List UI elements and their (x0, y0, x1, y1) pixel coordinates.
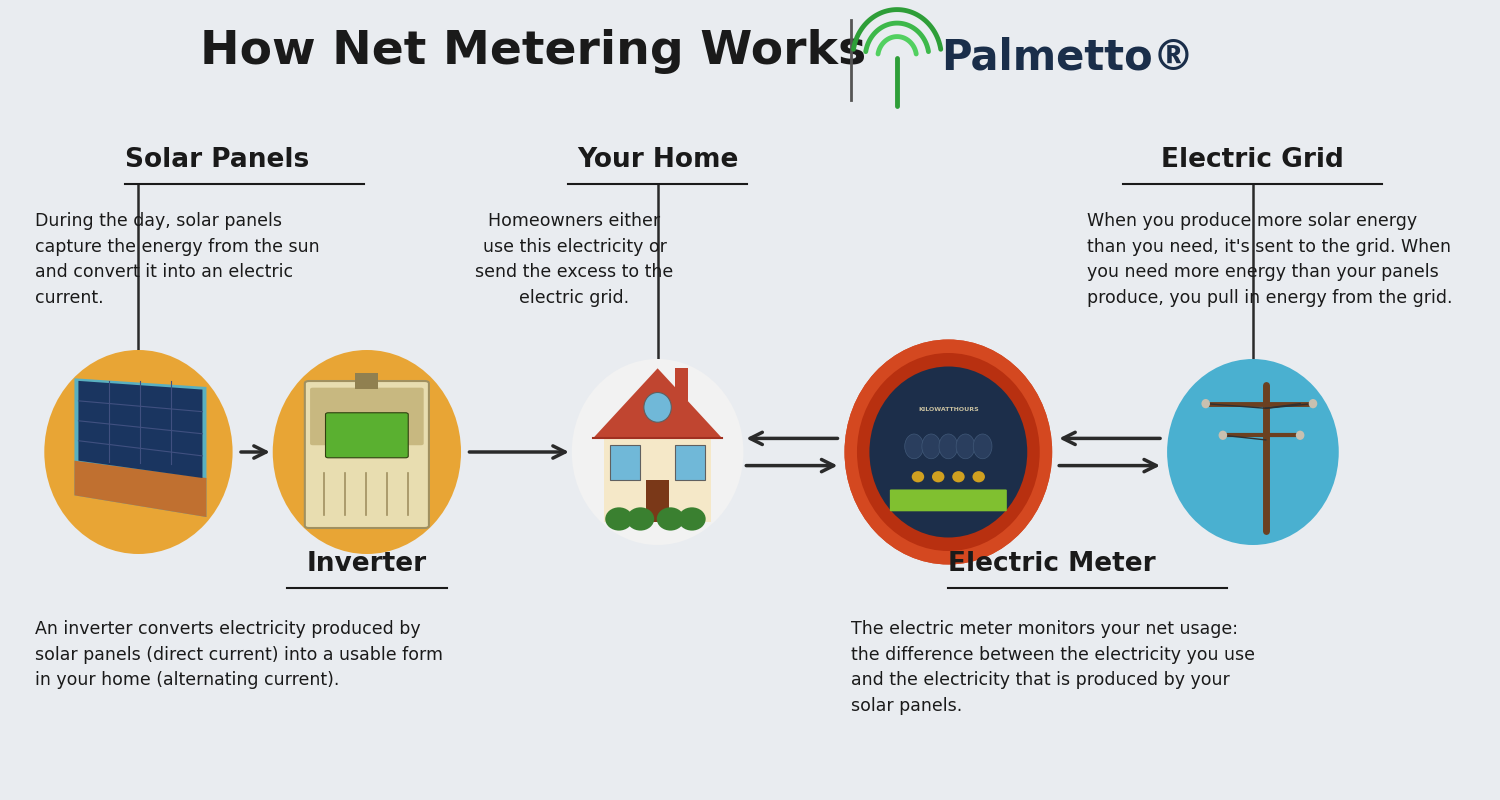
Ellipse shape (856, 353, 1040, 551)
Ellipse shape (273, 350, 460, 554)
Text: KILOWATTHOURS: KILOWATTHOURS (918, 406, 978, 412)
Ellipse shape (956, 434, 975, 458)
Text: Solar Panels: Solar Panels (124, 147, 309, 173)
FancyBboxPatch shape (304, 381, 429, 528)
Ellipse shape (912, 471, 924, 482)
Ellipse shape (932, 471, 945, 482)
Ellipse shape (45, 350, 232, 554)
FancyBboxPatch shape (890, 490, 1007, 511)
Ellipse shape (844, 339, 1052, 565)
Text: Electric Grid: Electric Grid (1161, 147, 1344, 173)
Text: Palmetto®: Palmetto® (942, 37, 1194, 78)
Ellipse shape (844, 339, 1052, 565)
Ellipse shape (870, 366, 1028, 538)
Bar (646, 480, 669, 522)
Ellipse shape (1218, 430, 1227, 440)
Polygon shape (75, 378, 207, 517)
Text: Inverter: Inverter (308, 551, 428, 577)
FancyBboxPatch shape (310, 388, 423, 446)
Bar (675, 368, 687, 401)
Text: During the day, solar panels
capture the energy from the sun
and convert it into: During the day, solar panels capture the… (34, 212, 320, 307)
Ellipse shape (1296, 430, 1305, 440)
Ellipse shape (922, 434, 940, 458)
Ellipse shape (974, 434, 992, 458)
Text: The electric meter monitors your net usage:
the difference between the electrici: The electric meter monitors your net usa… (852, 620, 1256, 715)
Bar (675, 445, 705, 480)
Ellipse shape (952, 471, 964, 482)
Bar (604, 438, 711, 522)
Polygon shape (592, 368, 722, 438)
Ellipse shape (572, 359, 744, 545)
Text: Your Home: Your Home (578, 147, 738, 173)
Ellipse shape (1167, 359, 1340, 545)
Ellipse shape (1202, 399, 1210, 408)
Text: When you produce more solar energy
than you need, it's sent to the grid. When
yo: When you produce more solar energy than … (1088, 212, 1452, 307)
Text: Electric Meter: Electric Meter (948, 551, 1156, 577)
Text: How Net Metering Works: How Net Metering Works (200, 30, 865, 74)
FancyBboxPatch shape (326, 413, 408, 458)
Text: Homeowners either
use this electricity or
send the excess to the
electric grid.: Homeowners either use this electricity o… (476, 212, 674, 307)
Ellipse shape (644, 393, 672, 422)
Ellipse shape (678, 507, 705, 530)
Polygon shape (78, 381, 203, 478)
Ellipse shape (657, 507, 684, 530)
Bar (356, 373, 378, 390)
Text: An inverter converts electricity produced by
solar panels (direct current) into : An inverter converts electricity produce… (34, 620, 442, 690)
Ellipse shape (972, 471, 986, 482)
Bar (610, 445, 640, 480)
Polygon shape (75, 461, 207, 517)
Ellipse shape (939, 434, 957, 458)
Ellipse shape (1308, 399, 1317, 408)
Ellipse shape (904, 434, 924, 458)
Ellipse shape (604, 507, 633, 530)
Ellipse shape (627, 507, 654, 530)
